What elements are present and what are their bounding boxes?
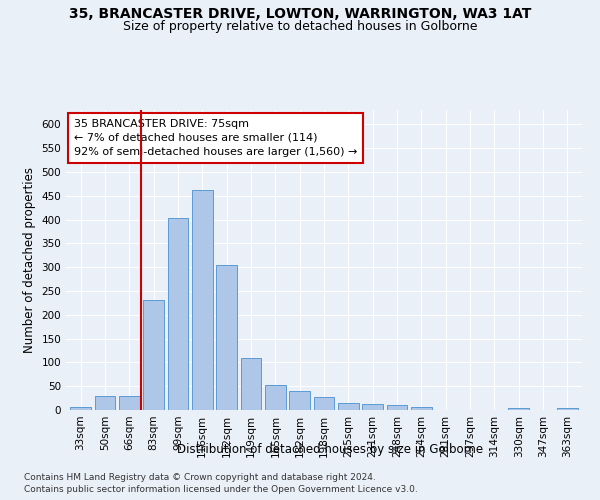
Text: 35 BRANCASTER DRIVE: 75sqm
← 7% of detached houses are smaller (114)
92% of semi: 35 BRANCASTER DRIVE: 75sqm ← 7% of detac… [74, 119, 357, 157]
Bar [362, 404, 383, 410]
Bar [167, 218, 188, 410]
Bar [95, 396, 115, 410]
Bar [411, 406, 432, 410]
Bar [314, 397, 334, 410]
Text: Contains public sector information licensed under the Open Government Licence v3: Contains public sector information licen… [24, 485, 418, 494]
Text: Contains HM Land Registry data © Crown copyright and database right 2024.: Contains HM Land Registry data © Crown c… [24, 472, 376, 482]
Bar [241, 358, 262, 410]
Text: 35, BRANCASTER DRIVE, LOWTON, WARRINGTON, WA3 1AT: 35, BRANCASTER DRIVE, LOWTON, WARRINGTON… [69, 8, 531, 22]
Bar [192, 190, 212, 410]
Bar [143, 300, 164, 410]
Bar [338, 403, 359, 410]
Bar [265, 385, 286, 410]
Bar [289, 392, 310, 410]
Bar [557, 408, 578, 410]
Bar [508, 408, 529, 410]
Bar [216, 265, 237, 410]
Bar [119, 396, 140, 410]
Text: Distribution of detached houses by size in Golborne: Distribution of detached houses by size … [177, 442, 483, 456]
Y-axis label: Number of detached properties: Number of detached properties [23, 167, 36, 353]
Bar [70, 406, 91, 410]
Bar [386, 405, 407, 410]
Text: Size of property relative to detached houses in Golborne: Size of property relative to detached ho… [123, 20, 477, 33]
